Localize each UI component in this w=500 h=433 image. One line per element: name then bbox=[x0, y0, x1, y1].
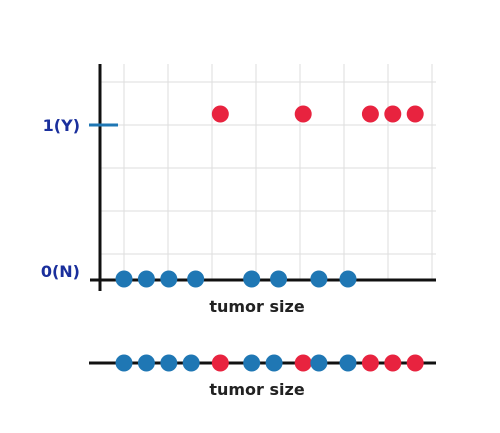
number-line-point-y bbox=[211, 354, 229, 372]
bottom-number-line-chart: tumor size bbox=[89, 354, 436, 399]
top-scatter-chart: 1(Y) 0(N) tumor size bbox=[41, 64, 436, 316]
data-point-y bbox=[294, 105, 312, 123]
data-point-n bbox=[160, 270, 178, 288]
data-point-n bbox=[243, 270, 261, 288]
number-line-point-n bbox=[265, 354, 283, 372]
data-point-n bbox=[115, 270, 133, 288]
number-line-point-n bbox=[160, 354, 178, 372]
data-point-y bbox=[384, 105, 402, 123]
number-line-label: tumor size bbox=[209, 380, 304, 399]
number-line-point-n bbox=[137, 354, 155, 372]
number-line-point-n bbox=[182, 354, 200, 372]
number-line-point-n bbox=[339, 354, 357, 372]
number-line-point-n bbox=[115, 354, 133, 372]
data-point-n bbox=[137, 270, 155, 288]
data-point-y bbox=[406, 105, 424, 123]
data-point-n bbox=[187, 270, 205, 288]
data-point-y bbox=[361, 105, 379, 123]
number-line-point-n bbox=[310, 354, 328, 372]
y-tick-label-0: 0(N) bbox=[41, 262, 80, 281]
data-point-n bbox=[310, 270, 328, 288]
number-line-points bbox=[115, 354, 424, 372]
data-point-y bbox=[211, 105, 229, 123]
number-line-point-y bbox=[294, 354, 312, 372]
number-line-point-y bbox=[406, 354, 424, 372]
number-line-point-n bbox=[243, 354, 261, 372]
number-line-point-y bbox=[384, 354, 402, 372]
y-tick-label-1: 1(Y) bbox=[43, 116, 80, 135]
data-point-n bbox=[339, 270, 357, 288]
x-axis-label: tumor size bbox=[209, 297, 304, 316]
number-line-point-y bbox=[361, 354, 379, 372]
grid bbox=[100, 64, 436, 279]
top-data-points bbox=[115, 105, 424, 288]
data-point-n bbox=[270, 270, 288, 288]
